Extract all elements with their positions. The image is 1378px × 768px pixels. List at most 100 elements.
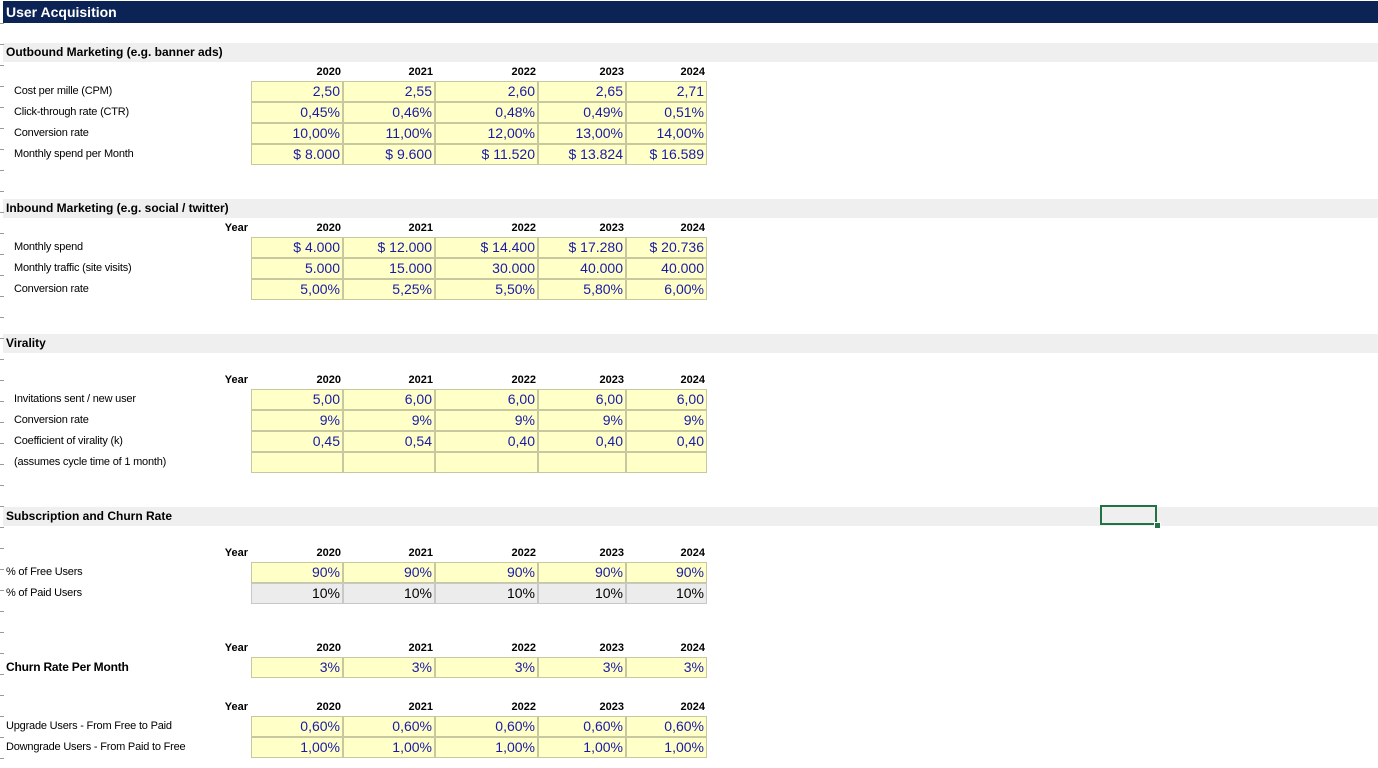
year-header-2020: 2020 [316, 642, 341, 654]
cell-subscription-r0-2022[interactable]: 90% [435, 562, 538, 583]
cell-inbound-r2-2023[interactable]: 5,80% [538, 279, 626, 300]
cell-subscription-r1-2020[interactable]: 10% [251, 583, 343, 604]
cell-inbound-r2-2020[interactable]: 5,00% [251, 279, 343, 300]
cell-virality-r1-2021[interactable]: 9% [343, 410, 435, 431]
cell-virality-r3-2022[interactable] [435, 452, 538, 473]
cell-subscription-r1-2021[interactable]: 10% [343, 583, 435, 604]
year-header-2023: 2023 [599, 547, 624, 559]
cell-outbound-r2-2021[interactable]: 11,00% [343, 123, 435, 144]
cell-outbound-r2-2024[interactable]: 14,00% [626, 123, 707, 144]
cell-churn-r0-2023[interactable]: 3% [538, 657, 626, 678]
cell-upgrade-r1-2024[interactable]: 1,00% [626, 737, 707, 758]
cell-upgrade-r0-2021[interactable]: 0,60% [343, 716, 435, 737]
cell-virality-r0-2020[interactable]: 5,00 [251, 389, 343, 410]
row-gridline [0, 653, 4, 654]
row-gridline [0, 443, 4, 444]
cell-subscription-r1-2024[interactable]: 10% [626, 583, 707, 604]
row-label-virality-2: Coefficient of virality (k) [14, 435, 123, 447]
cell-outbound-r1-2021[interactable]: 0,46% [343, 102, 435, 123]
cell-virality-r1-2022[interactable]: 9% [435, 410, 538, 431]
cell-inbound-r1-2024[interactable]: 40.000 [626, 258, 707, 279]
cell-upgrade-r0-2022[interactable]: 0,60% [435, 716, 538, 737]
cell-inbound-r2-2021[interactable]: 5,25% [343, 279, 435, 300]
cell-outbound-r1-2022[interactable]: 0,48% [435, 102, 538, 123]
row-gridline [0, 149, 4, 150]
cell-churn-r0-2022[interactable]: 3% [435, 657, 538, 678]
cell-virality-r3-2024[interactable] [626, 452, 707, 473]
cell-outbound-r0-2024[interactable]: 2,71 [626, 81, 707, 102]
fill-handle[interactable] [1154, 522, 1161, 529]
cell-subscription-r0-2020[interactable]: 90% [251, 562, 343, 583]
row-gridline [0, 212, 4, 213]
cell-virality-r1-2020[interactable]: 9% [251, 410, 343, 431]
cell-outbound-r0-2023[interactable]: 2,65 [538, 81, 626, 102]
cell-virality-r1-2024[interactable]: 9% [626, 410, 707, 431]
cell-inbound-r2-2024[interactable]: 6,00% [626, 279, 707, 300]
cell-outbound-r3-2022[interactable]: $ 11.520 [435, 144, 538, 165]
cell-inbound-r2-2022[interactable]: 5,50% [435, 279, 538, 300]
cell-outbound-r3-2024[interactable]: $ 16.589 [626, 144, 707, 165]
cell-subscription-r0-2024[interactable]: 90% [626, 562, 707, 583]
cell-outbound-r3-2023[interactable]: $ 13.824 [538, 144, 626, 165]
cell-inbound-r1-2023[interactable]: 40.000 [538, 258, 626, 279]
cell-upgrade-r0-2023[interactable]: 0,60% [538, 716, 626, 737]
cell-upgrade-r1-2022[interactable]: 1,00% [435, 737, 538, 758]
cell-subscription-r0-2021[interactable]: 90% [343, 562, 435, 583]
cell-inbound-r1-2021[interactable]: 15.000 [343, 258, 435, 279]
year-header-2020: 2020 [316, 374, 341, 386]
cell-virality-r0-2023[interactable]: 6,00 [538, 389, 626, 410]
cell-upgrade-r1-2020[interactable]: 1,00% [251, 737, 343, 758]
cell-outbound-r0-2021[interactable]: 2,55 [343, 81, 435, 102]
cell-virality-r0-2022[interactable]: 6,00 [435, 389, 538, 410]
cell-upgrade-r1-2021[interactable]: 1,00% [343, 737, 435, 758]
row-gridline [0, 737, 4, 738]
cell-inbound-r0-2022[interactable]: $ 14.400 [435, 237, 538, 258]
cell-upgrade-r1-2023[interactable]: 1,00% [538, 737, 626, 758]
row-label-outbound-3: Monthly spend per Month [14, 148, 134, 160]
cell-churn-r0-2021[interactable]: 3% [343, 657, 435, 678]
cell-outbound-r0-2020[interactable]: 2,50 [251, 81, 343, 102]
cell-churn-r0-2020[interactable]: 3% [251, 657, 343, 678]
cell-virality-r3-2021[interactable] [343, 452, 435, 473]
cell-virality-r2-2024[interactable]: 0,40 [626, 431, 707, 452]
year-header-2022: 2022 [511, 222, 536, 234]
cell-outbound-r2-2020[interactable]: 10,00% [251, 123, 343, 144]
year-header-2021: 2021 [408, 547, 433, 559]
cell-virality-r2-2022[interactable]: 0,40 [435, 431, 538, 452]
row-gridline [0, 170, 4, 171]
cell-outbound-r1-2020[interactable]: 0,45% [251, 102, 343, 123]
cell-upgrade-r0-2024[interactable]: 0,60% [626, 716, 707, 737]
cell-inbound-r0-2023[interactable]: $ 17.280 [538, 237, 626, 258]
cell-outbound-r3-2021[interactable]: $ 9.600 [343, 144, 435, 165]
cell-subscription-r1-2022[interactable]: 10% [435, 583, 538, 604]
cell-inbound-r0-2021[interactable]: $ 12.000 [343, 237, 435, 258]
cell-outbound-r1-2024[interactable]: 0,51% [626, 102, 707, 123]
cell-virality-r1-2023[interactable]: 9% [538, 410, 626, 431]
cell-inbound-r0-2020[interactable]: $ 4.000 [251, 237, 343, 258]
cell-subscription-r1-2023[interactable]: 10% [538, 583, 626, 604]
cell-virality-r2-2020[interactable]: 0,45 [251, 431, 343, 452]
cell-virality-r3-2023[interactable] [538, 452, 626, 473]
active-cell-selection[interactable] [1100, 505, 1157, 525]
cell-inbound-r1-2022[interactable]: 30.000 [435, 258, 538, 279]
cell-virality-r0-2024[interactable]: 6,00 [626, 389, 707, 410]
cell-outbound-r2-2023[interactable]: 13,00% [538, 123, 626, 144]
year-header-2023: 2023 [599, 374, 624, 386]
cell-outbound-r2-2022[interactable]: 12,00% [435, 123, 538, 144]
row-label-inbound-1: Monthly traffic (site visits) [14, 262, 132, 274]
cell-subscription-r0-2023[interactable]: 90% [538, 562, 626, 583]
cell-virality-r2-2023[interactable]: 0,40 [538, 431, 626, 452]
cell-outbound-r0-2022[interactable]: 2,60 [435, 81, 538, 102]
cell-virality-r0-2021[interactable]: 6,00 [343, 389, 435, 410]
cell-virality-r2-2021[interactable]: 0,54 [343, 431, 435, 452]
cell-outbound-r1-2023[interactable]: 0,49% [538, 102, 626, 123]
cell-inbound-r0-2024[interactable]: $ 20.736 [626, 237, 707, 258]
row-label-virality-1: Conversion rate [14, 414, 89, 426]
cell-virality-r3-2020[interactable] [251, 452, 343, 473]
cell-churn-r0-2024[interactable]: 3% [626, 657, 707, 678]
cell-inbound-r1-2020[interactable]: 5.000 [251, 258, 343, 279]
row-gridline [0, 548, 4, 549]
cell-upgrade-r0-2020[interactable]: 0,60% [251, 716, 343, 737]
row-gridline [0, 401, 4, 402]
cell-outbound-r3-2020[interactable]: $ 8.000 [251, 144, 343, 165]
